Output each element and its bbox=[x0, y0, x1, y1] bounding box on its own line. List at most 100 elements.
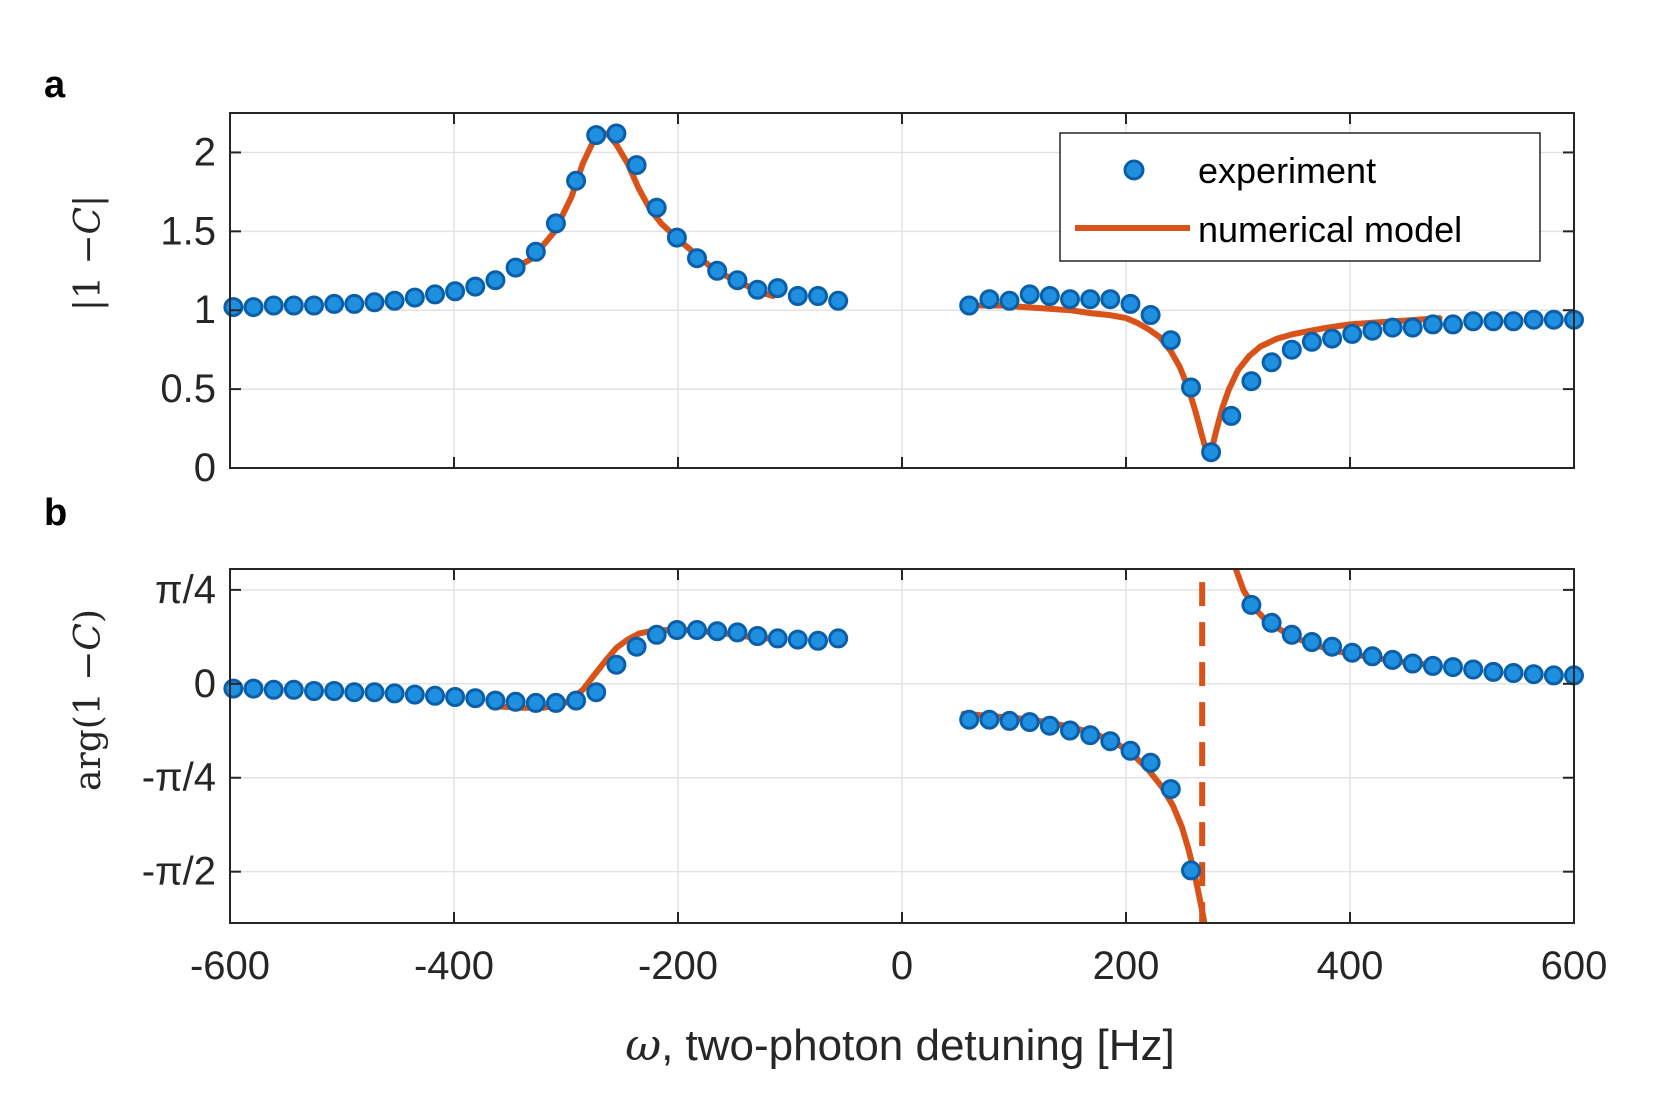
experiment-point bbox=[223, 678, 244, 699]
experiment-point bbox=[1362, 646, 1383, 667]
panel-a-experiment-markers bbox=[223, 123, 1584, 463]
experiment-point bbox=[1463, 659, 1484, 680]
panel-a: 0 0.5 1 1.5 2 |1 −C| experiment numerical mo… bbox=[68, 112, 1584, 490]
experiment-point bbox=[626, 636, 647, 657]
experiment-point bbox=[1281, 624, 1302, 645]
experiment-point bbox=[384, 290, 405, 311]
experiment-point bbox=[404, 287, 425, 308]
panel-a-y-axis-label: |1 −C| bbox=[68, 195, 109, 311]
experiment-point bbox=[1160, 779, 1181, 800]
ylabel-b-left: arg(1 − bbox=[68, 651, 109, 791]
experiment-point bbox=[1362, 320, 1383, 341]
experiment-point bbox=[404, 684, 425, 705]
experiment-point bbox=[1422, 314, 1443, 335]
x-axis-text: , two-photon detuning [Hz] bbox=[661, 1021, 1175, 1070]
experiment-point bbox=[1221, 405, 1242, 426]
experiment-point bbox=[1100, 289, 1121, 310]
experiment-point bbox=[283, 679, 304, 700]
experiment-point bbox=[1019, 284, 1040, 305]
experiment-point bbox=[666, 620, 687, 640]
experiment-point bbox=[223, 297, 244, 318]
experiment-point bbox=[566, 690, 587, 711]
experiment-point bbox=[364, 292, 385, 313]
experiment-point bbox=[1140, 305, 1161, 325]
y-tick-label: 2 bbox=[194, 130, 216, 174]
experiment-point bbox=[586, 125, 607, 146]
experiment-point bbox=[263, 679, 284, 700]
experiment-point bbox=[525, 692, 546, 713]
x-tick-label: 400 bbox=[1317, 944, 1384, 988]
experiment-point bbox=[505, 691, 526, 712]
panel-a-y-tick-labels: 0 0.5 1 1.5 2 bbox=[160, 130, 216, 490]
experiment-point bbox=[1241, 594, 1262, 615]
x-tick-labels: -600 -400 -200 0 200 400 600 bbox=[190, 944, 1607, 988]
experiment-point bbox=[999, 710, 1020, 731]
experiment-point bbox=[465, 688, 486, 709]
experiment-point bbox=[1060, 720, 1080, 741]
experiment-point bbox=[1080, 725, 1101, 746]
experiment-point bbox=[1342, 642, 1363, 663]
legend-experiment-label: experiment bbox=[1198, 150, 1376, 191]
experiment-point bbox=[1443, 314, 1463, 335]
experiment-point bbox=[1261, 352, 1282, 373]
experiment-point bbox=[1443, 657, 1463, 678]
experiment-point bbox=[364, 682, 385, 703]
experiment-point bbox=[505, 257, 526, 278]
experiment-point bbox=[1100, 731, 1121, 752]
legend: experiment numerical model bbox=[1059, 132, 1541, 262]
experiment-point bbox=[1503, 311, 1524, 332]
experiment-point bbox=[787, 629, 808, 650]
y-tick-label: 0.5 bbox=[160, 367, 216, 411]
experiment-point bbox=[344, 682, 365, 703]
experiment-point bbox=[1201, 442, 1222, 463]
experiment-point bbox=[1140, 752, 1161, 773]
x-axis-symbol: ω bbox=[625, 1020, 661, 1071]
experiment-point bbox=[747, 279, 768, 300]
experiment-point bbox=[425, 685, 445, 706]
experiment-point bbox=[1322, 636, 1343, 657]
x-tick-label: -200 bbox=[638, 944, 718, 988]
experiment-point bbox=[626, 155, 647, 176]
ylabel-a-left: |1 − bbox=[68, 235, 109, 312]
experiment-point bbox=[1342, 323, 1363, 344]
experiment-point bbox=[646, 197, 667, 218]
experiment-point bbox=[344, 293, 365, 314]
ylabel-b-symbol: C bbox=[68, 623, 109, 651]
experiment-point bbox=[445, 687, 466, 707]
experiment-point bbox=[646, 624, 667, 645]
experiment-point bbox=[999, 290, 1020, 311]
experiment-point bbox=[1543, 665, 1564, 686]
experiment-point bbox=[1402, 653, 1423, 674]
ylabel-a-right: | bbox=[68, 195, 109, 207]
panel-a-ticks bbox=[229, 113, 1575, 469]
experiment-point bbox=[959, 709, 980, 730]
experiment-point bbox=[747, 626, 768, 646]
legend-box bbox=[1059, 132, 1541, 262]
y-tick-label: -π/2 bbox=[142, 850, 216, 894]
panel-b-letter: b bbox=[44, 492, 67, 534]
experiment-point bbox=[959, 295, 980, 316]
experiment-point bbox=[586, 682, 607, 703]
experiment-point bbox=[606, 654, 627, 675]
panel-b: -π/2 -π/4 0 π/4 -600 -400 -200 0 200 400 600 arg(… bbox=[68, 568, 1607, 988]
legend-model-label: numerical model bbox=[1198, 209, 1462, 250]
experiment-point bbox=[828, 628, 849, 649]
panel-b-y-tick-labels: -π/2 -π/4 0 π/4 bbox=[142, 568, 216, 894]
experiment-point bbox=[1039, 286, 1060, 306]
experiment-point bbox=[1503, 663, 1524, 683]
panel-b-grid bbox=[230, 569, 1574, 923]
experiment-point bbox=[1463, 311, 1484, 332]
experiment-point bbox=[767, 628, 788, 649]
experiment-point bbox=[767, 278, 788, 299]
experiment-point bbox=[525, 241, 546, 262]
experiment-point bbox=[727, 270, 748, 291]
experiment-point bbox=[243, 297, 264, 318]
experiment-point bbox=[283, 295, 304, 316]
experiment-point bbox=[1080, 289, 1101, 310]
experiment-point bbox=[1523, 309, 1544, 330]
experiment-point bbox=[1483, 311, 1504, 332]
experiment-point bbox=[1120, 293, 1141, 314]
x-tick-label: -600 bbox=[190, 944, 270, 988]
experiment-point bbox=[1261, 612, 1282, 633]
